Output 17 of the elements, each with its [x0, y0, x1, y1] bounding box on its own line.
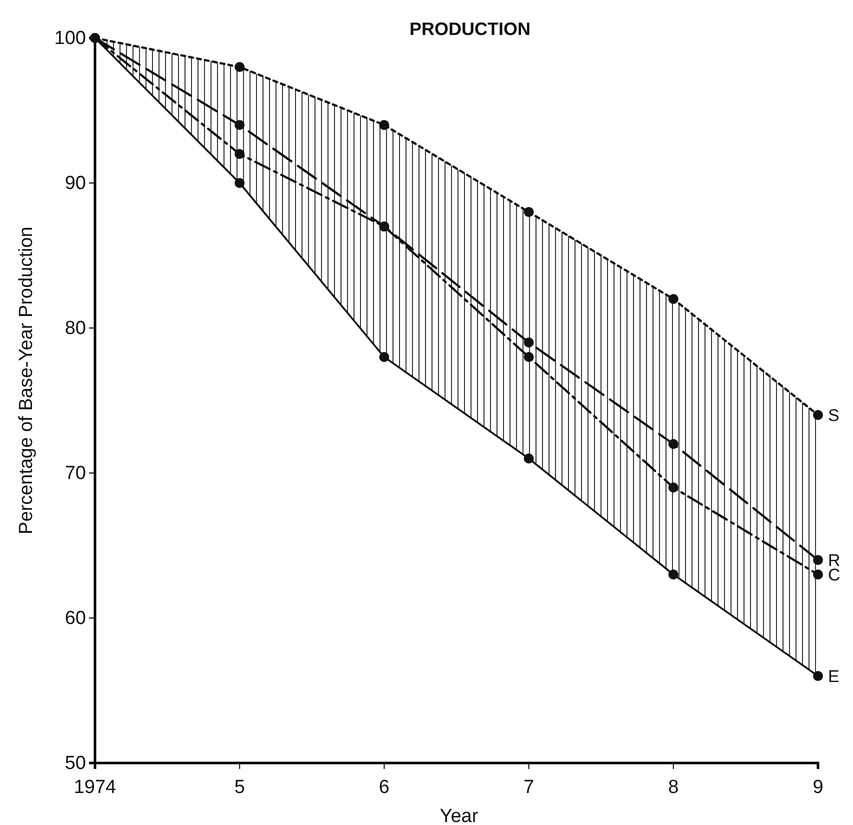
y-tick-label: 50 — [64, 753, 86, 774]
y-tick-label: 80 — [64, 318, 86, 340]
x-tick-label: 1974 — [74, 776, 117, 798]
series-label: S — [828, 406, 840, 425]
y-axis-title: Percentage of Base-Year Production — [16, 226, 37, 534]
y-tick-label: 90 — [64, 173, 86, 194]
y-tick-label: 70 — [64, 463, 86, 484]
chart-title: PRODUCTION — [410, 19, 530, 39]
y-tick-label: 100 — [54, 28, 86, 50]
y-tick-label: 60 — [64, 608, 86, 630]
x-axis-title: Year — [440, 806, 479, 825]
series-label: E — [828, 666, 840, 686]
x-tick-label: 8 — [668, 776, 679, 798]
x-tick-label: 6 — [378, 776, 390, 798]
x-tick-label: 9 — [812, 776, 824, 798]
x-tick-label: 5 — [234, 776, 245, 798]
x-tick-label: 7 — [524, 776, 534, 798]
